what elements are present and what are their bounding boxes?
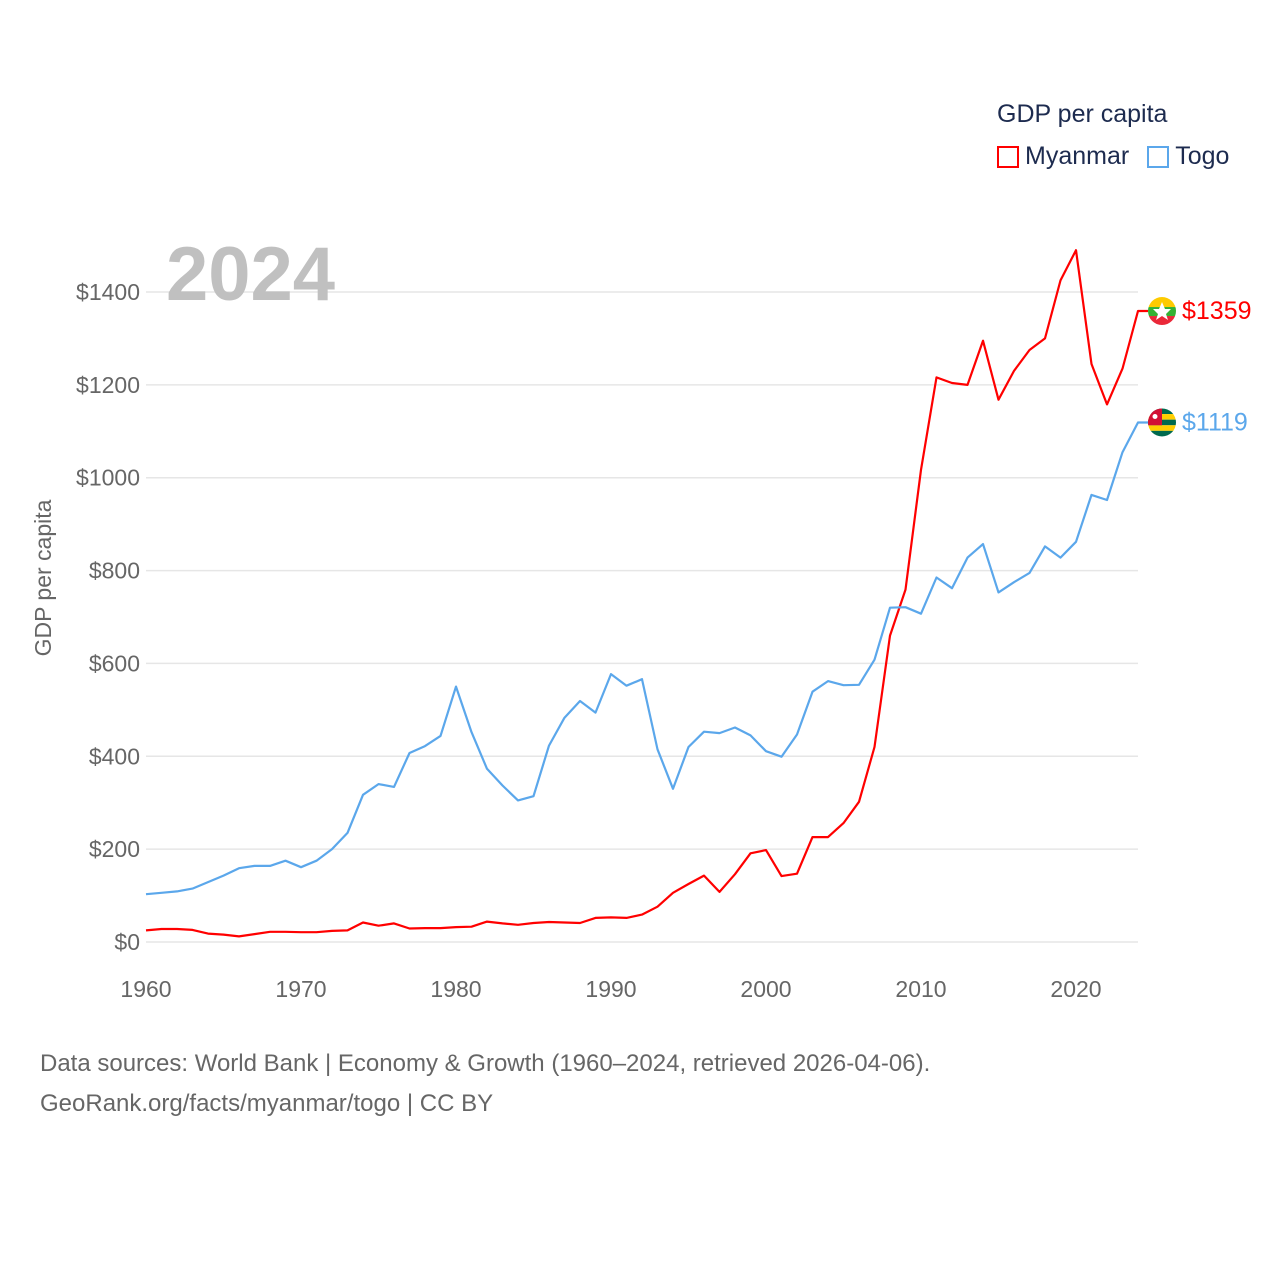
flag-stripe	[1148, 316, 1176, 326]
y-axis-label: GDP per capita	[30, 499, 56, 656]
year-label: 2024	[166, 232, 335, 317]
y-tick-label: $600	[89, 650, 140, 676]
legend-title: GDP per capita	[997, 100, 1168, 128]
y-tick-label: $800	[89, 558, 140, 584]
series-line-myanmar	[145, 249, 1148, 938]
x-tick-label: 2010	[895, 976, 946, 1002]
y-tick-label: $1200	[76, 372, 140, 398]
legend: Myanmar Togo	[997, 142, 1229, 171]
x-tick-label: 1990	[585, 976, 636, 1002]
legend-swatch-togo	[1147, 145, 1170, 168]
flag-star	[1153, 302, 1171, 321]
flag-icon-myanmar	[1148, 297, 1176, 326]
flag-stripe	[1148, 425, 1176, 431]
legend-label-myanmar[interactable]: Myanmar	[1025, 142, 1130, 170]
flag-icon-togo	[1148, 408, 1176, 437]
x-tick-label: 2000	[740, 976, 791, 1002]
flag-stripe	[1148, 430, 1176, 437]
source-link[interactable]: GeoRank.org/facts/myanmar/togo | CC BY	[40, 1090, 494, 1117]
end-value-label: $1359	[1182, 297, 1252, 325]
series-line-togo	[145, 421, 1148, 896]
x-tick-label: 1980	[430, 976, 481, 1002]
footer: Data sources: World Bank | Economy & Gro…	[40, 1044, 930, 1124]
y-tick-label: $200	[89, 836, 140, 862]
x-tick-label: 2020	[1050, 976, 1101, 1002]
x-tick-label: 1970	[275, 976, 326, 1002]
data-sources: Data sources: World Bank | Economy & Gro…	[40, 1050, 931, 1077]
end-value-label: $1119	[1182, 408, 1248, 436]
y-tick-label: $0	[114, 929, 140, 955]
y-tick-label: $1000	[76, 465, 140, 491]
flag-star	[1152, 413, 1158, 419]
y-tick-label: $400	[89, 743, 140, 769]
legend-label-togo[interactable]: Togo	[1175, 142, 1230, 170]
flag-body	[1148, 408, 1176, 437]
x-tick-label: 1960	[120, 976, 171, 1002]
y-tick-label: $1400	[76, 279, 140, 305]
flag-body	[1148, 297, 1176, 326]
legend-swatch-myanmar	[997, 145, 1019, 168]
